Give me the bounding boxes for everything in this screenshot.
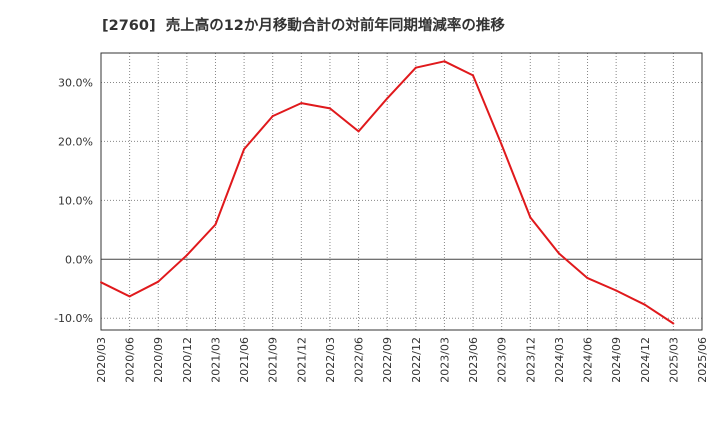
y-tick-label: 0.0% bbox=[65, 253, 93, 266]
x-tick-label: 2023/03 bbox=[438, 337, 451, 383]
data-point bbox=[414, 66, 417, 69]
tick-labels: -10.0% 0.0% 10.0% 20.0% 30.0% 2020/03 2020/06 2… bbox=[54, 76, 709, 382]
data-point bbox=[100, 281, 102, 284]
x-tick-label: 2022/12 bbox=[410, 337, 423, 383]
series-lines bbox=[100, 60, 675, 325]
data-point bbox=[557, 252, 560, 255]
x-tick-label: 2021/09 bbox=[267, 337, 280, 383]
x-tick-label: 2020/12 bbox=[181, 337, 194, 383]
x-tick-label: 2022/09 bbox=[381, 337, 394, 383]
data-point bbox=[128, 295, 131, 298]
x-tick-label: 2020/09 bbox=[152, 337, 165, 383]
x-tick-label: 2022/06 bbox=[353, 337, 366, 383]
x-tick-label: 2021/06 bbox=[238, 337, 251, 383]
data-point bbox=[615, 289, 618, 292]
data-point bbox=[185, 254, 188, 257]
data-point bbox=[300, 102, 303, 105]
x-tick-label: 2024/09 bbox=[610, 337, 623, 383]
x-tick-label: 2021/12 bbox=[295, 337, 308, 383]
data-point bbox=[328, 107, 331, 110]
x-tick-label: 2023/12 bbox=[524, 337, 537, 383]
data-point bbox=[271, 115, 274, 118]
x-tick-label: 2025/06 bbox=[696, 337, 709, 383]
x-tick-label: 2025/03 bbox=[667, 337, 680, 383]
data-point bbox=[243, 148, 246, 151]
data-point bbox=[443, 60, 446, 63]
plot-frame bbox=[100, 52, 703, 331]
data-point bbox=[472, 74, 475, 77]
x-tick-label: 2021/03 bbox=[209, 337, 222, 383]
y-tick-label: -10.0% bbox=[54, 312, 93, 325]
data-point bbox=[157, 280, 160, 283]
y-tick-label: 30.0% bbox=[58, 76, 93, 89]
chart-title: [2760] 売上高の12か月移動合計の対前年同期増減率の推移 bbox=[102, 18, 505, 34]
data-point bbox=[586, 277, 589, 280]
data-point bbox=[500, 143, 503, 146]
data-point bbox=[357, 130, 360, 133]
x-tick-label: 2022/03 bbox=[324, 337, 337, 383]
data-point bbox=[529, 216, 532, 219]
x-tick-label: 2024/03 bbox=[553, 337, 566, 383]
y-tick-label: 20.0% bbox=[58, 135, 93, 148]
x-tick-label: 2023/06 bbox=[467, 337, 480, 383]
x-tick-label: 2023/09 bbox=[496, 337, 509, 383]
x-tick-label: 2020/03 bbox=[95, 337, 108, 383]
data-point bbox=[643, 303, 646, 306]
x-tick-label: 2024/06 bbox=[582, 337, 595, 383]
x-tick-label: 2020/06 bbox=[124, 337, 137, 383]
data-point bbox=[214, 223, 217, 226]
y-tick-label: 10.0% bbox=[58, 194, 93, 207]
grid-lines bbox=[101, 53, 702, 330]
data-point bbox=[672, 322, 675, 325]
x-tick-label: 2024/12 bbox=[639, 337, 652, 383]
axes bbox=[100, 52, 703, 331]
data-point bbox=[386, 97, 389, 100]
